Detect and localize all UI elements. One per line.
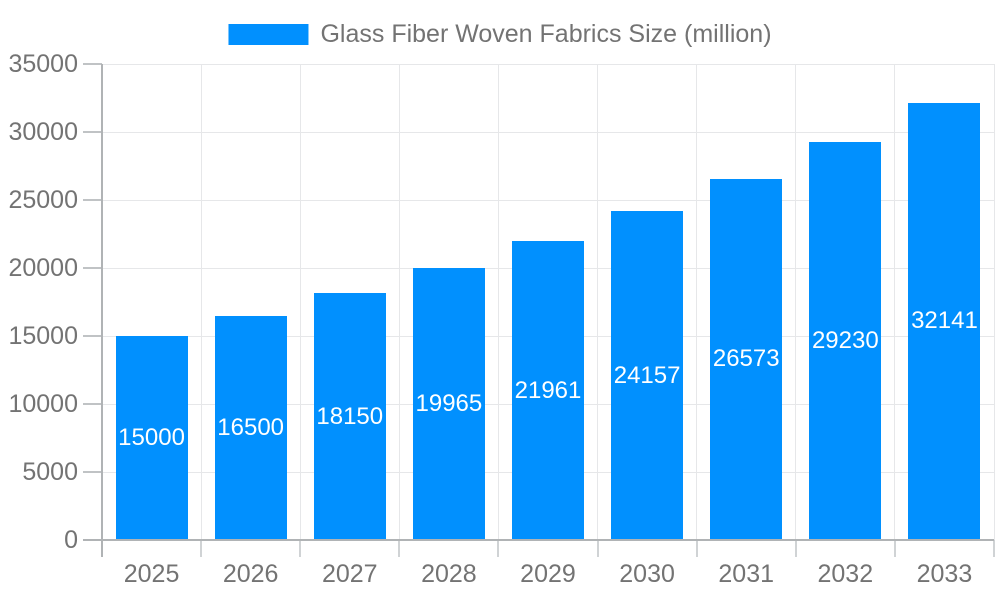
y-axis-tick xyxy=(83,199,102,201)
x-axis-tick xyxy=(695,540,698,557)
x-axis-tick xyxy=(299,540,302,557)
bar-value-label: 19965 xyxy=(415,390,483,418)
y-axis-tick xyxy=(83,63,102,65)
x-axis-tick-label: 2029 xyxy=(520,560,576,588)
x-axis-tick-label: 2028 xyxy=(421,560,477,588)
x-axis-tick xyxy=(398,540,401,557)
legend[interactable]: Glass Fiber Woven Fabrics Size (million) xyxy=(228,20,772,48)
y-axis-tick-label: 25000 xyxy=(8,186,78,214)
y-axis-tick xyxy=(83,267,102,269)
gridline-vertical xyxy=(497,64,499,540)
x-axis-tick-label: 2033 xyxy=(916,560,973,588)
y-axis-tick xyxy=(83,131,102,133)
y-axis-tick-label: 35000 xyxy=(8,50,78,78)
gridline-vertical xyxy=(894,64,896,540)
bar-2030[interactable] xyxy=(611,211,684,540)
x-axis-tick-label: 2027 xyxy=(321,560,378,588)
x-axis-tick-label: 2026 xyxy=(222,560,279,588)
gridline-vertical xyxy=(597,64,599,540)
bar-2033[interactable] xyxy=(908,102,981,540)
x-axis-tick xyxy=(596,540,599,557)
legend-label: Glass Fiber Woven Fabrics Size (million) xyxy=(320,20,772,48)
x-axis-line xyxy=(83,539,994,541)
gridline-horizontal xyxy=(102,131,994,133)
y-axis-tick-label: 0 xyxy=(64,526,78,554)
y-axis-tick-label: 20000 xyxy=(8,254,78,282)
gridline-vertical xyxy=(795,64,797,540)
y-axis-tick-label: 10000 xyxy=(8,390,78,418)
bar-value-label: 32141 xyxy=(911,307,978,335)
gridline-vertical xyxy=(200,64,202,540)
x-axis-tick xyxy=(200,540,203,557)
bar-2031[interactable] xyxy=(710,178,783,540)
x-axis-tick-label: 2032 xyxy=(817,560,874,588)
y-axis-tick xyxy=(83,471,102,473)
bar-value-label: 29230 xyxy=(811,327,879,355)
y-axis-tick-label: 5000 xyxy=(22,458,78,486)
legend-swatch xyxy=(228,23,309,45)
y-axis-tick xyxy=(83,335,102,337)
bar-2027[interactable] xyxy=(313,293,386,540)
gridline-vertical xyxy=(398,64,400,540)
bar-2032[interactable] xyxy=(809,142,882,540)
bar-value-label: 24157 xyxy=(613,361,681,389)
gridline-horizontal xyxy=(102,199,994,201)
y-axis-line xyxy=(101,64,103,557)
bar-2028[interactable] xyxy=(412,268,485,540)
x-axis-tick xyxy=(893,540,896,557)
x-axis-tick-label: 2031 xyxy=(718,560,775,588)
bar-value-label: 18150 xyxy=(316,402,384,430)
x-axis-tick-label: 2030 xyxy=(619,560,675,588)
x-axis-tick xyxy=(993,540,995,557)
gridline-horizontal xyxy=(102,63,994,65)
x-axis-tick-label: 2025 xyxy=(123,560,180,588)
bar-2029[interactable] xyxy=(512,241,584,540)
y-axis-tick-label: 15000 xyxy=(8,322,78,350)
bar-2025[interactable] xyxy=(115,336,188,540)
bar-value-label: 21961 xyxy=(514,376,582,404)
bar-value-label: 26573 xyxy=(712,345,780,373)
gridline-vertical xyxy=(696,64,698,540)
y-axis-tick xyxy=(83,403,102,405)
x-axis-tick xyxy=(497,540,500,557)
gridline-vertical xyxy=(299,64,301,540)
gridline-vertical xyxy=(993,64,995,540)
bar-2026[interactable] xyxy=(214,315,287,540)
y-axis-tick-label: 30000 xyxy=(8,118,78,146)
bar-value-label: 16500 xyxy=(217,413,285,441)
bar-value-label: 15000 xyxy=(118,424,185,451)
x-axis-tick xyxy=(794,540,797,557)
